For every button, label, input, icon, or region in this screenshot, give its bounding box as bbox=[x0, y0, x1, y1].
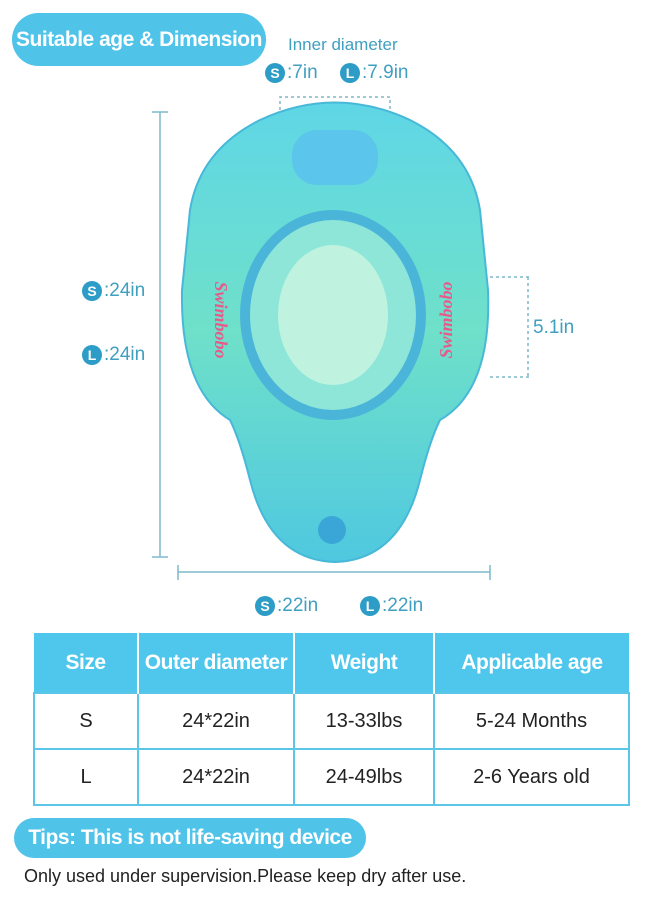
size-l-badge: L bbox=[82, 345, 102, 365]
seat-depth: 5.1in bbox=[533, 317, 575, 338]
height-s: S:24in bbox=[82, 280, 145, 302]
size-table: Size Outer diameter Weight Applicable ag… bbox=[33, 633, 630, 806]
table-cell: 5-24 Months bbox=[433, 692, 630, 750]
inner-diameter-l: L:7.9in bbox=[340, 62, 408, 84]
table-row: L 24*22in 24-49lbs 2-6 Years old bbox=[33, 748, 630, 806]
size-l-badge: L bbox=[360, 596, 380, 616]
table-cell: 13-33lbs bbox=[293, 692, 435, 750]
column-header: Size bbox=[34, 633, 139, 693]
headrest bbox=[292, 130, 378, 185]
dim-value: :22in bbox=[277, 595, 319, 616]
table-cell: L bbox=[33, 748, 139, 806]
dim-value: :22in bbox=[382, 595, 424, 616]
inner-diameter-s: S:7in bbox=[265, 62, 318, 84]
column-header: Outer diameter bbox=[138, 633, 295, 693]
height-l: L:24in bbox=[82, 344, 145, 366]
tips-title: Tips: This is not life-saving device bbox=[14, 818, 366, 858]
dim-value: :7in bbox=[287, 62, 318, 83]
table-cell: S bbox=[33, 692, 139, 750]
width-l: L:22in bbox=[360, 595, 423, 617]
column-header: Applicable age bbox=[434, 633, 629, 693]
size-s-badge: S bbox=[265, 63, 285, 83]
brand-logo-left: Swimbobo bbox=[211, 281, 231, 358]
table-cell: 2-6 Years old bbox=[433, 748, 630, 806]
brand-logo-right: Swimbobo bbox=[436, 281, 456, 358]
dim-value: :24in bbox=[104, 344, 146, 365]
column-header: Weight bbox=[294, 633, 435, 693]
tips-note: Only used under supervision.Please keep … bbox=[24, 866, 467, 886]
size-l-badge: L bbox=[340, 63, 360, 83]
table-cell: 24-49lbs bbox=[293, 748, 435, 806]
table-header-row: Size Outer diameter Weight Applicable ag… bbox=[34, 633, 629, 693]
inner-diameter-label: Inner diameter bbox=[288, 35, 398, 54]
mascot-logo bbox=[318, 516, 346, 544]
table-cell: 24*22in bbox=[137, 692, 295, 750]
size-s-badge: S bbox=[82, 281, 102, 301]
dim-value: :7.9in bbox=[362, 62, 409, 83]
section-title: Suitable age & Dimension bbox=[12, 13, 266, 66]
dim-value: :24in bbox=[104, 280, 146, 301]
table-row: S 24*22in 13-33lbs 5-24 Months bbox=[33, 692, 630, 750]
size-s-badge: S bbox=[255, 596, 275, 616]
table-cell: 24*22in bbox=[137, 748, 295, 806]
width-s: S:22in bbox=[255, 595, 318, 617]
product-illustration: Swimbobo Swimbobo bbox=[152, 96, 530, 580]
